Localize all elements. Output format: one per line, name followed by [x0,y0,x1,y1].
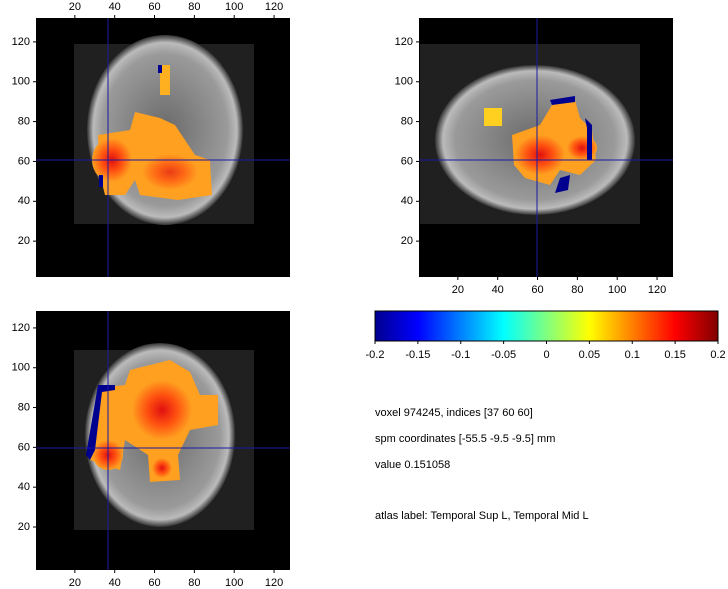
y-tick-label: 120 [12,36,30,48]
colorbar-tick-label: 0.15 [664,349,685,361]
info-voxel: voxel 974245, indices [37 60 60] [375,407,533,419]
x-tick-label: 40 [109,1,121,13]
y-tick-label: 100 [395,76,413,88]
x-tick-label: 120 [265,577,283,589]
x-tick-label: 80 [571,284,583,296]
colorbar-tick-label: -0.15 [405,349,430,361]
y-tick-label: 60 [18,155,30,167]
y-tick-label: 80 [18,116,30,128]
y-tick-label: 60 [401,155,413,167]
y-tick-label: 40 [401,195,413,207]
y-tick-label: 100 [12,362,30,374]
info-coordinates: spm coordinates [-55.5 -9.5 -9.5] mm [375,433,555,445]
info-value: value 0.151058 [375,459,450,471]
colorbar-tick-label: -0.2 [366,349,385,361]
colorbar-tick-label: -0.05 [491,349,516,361]
y-tick-label: 40 [18,481,30,493]
y-tick-label: 100 [12,76,30,88]
coronal-view [36,18,290,277]
sagittal-view [419,18,673,277]
viewer: voxel 974245, indices [37 60 60] spm coo… [0,0,728,589]
y-tick-label: 20 [18,235,30,247]
colorbar-tick-label: 0.05 [579,349,600,361]
info-atlas: atlas label: Temporal Sup L, Temporal Mi… [375,510,589,522]
x-tick-label: 60 [148,1,160,13]
colorbar [375,311,718,341]
x-tick-label: 20 [452,284,464,296]
x-tick-label: 20 [69,577,81,589]
x-tick-label: 60 [531,284,543,296]
y-tick-label: 40 [18,195,30,207]
colorbar-tick-label: -0.1 [451,349,470,361]
y-tick-label: 80 [18,401,30,413]
x-tick-label: 100 [608,284,626,296]
x-tick-label: 120 [648,284,666,296]
x-tick-label: 60 [148,577,160,589]
y-tick-label: 120 [12,322,30,334]
y-tick-label: 80 [401,116,413,128]
colorbar-tick-label: 0.2 [710,349,725,361]
x-tick-label: 40 [492,284,504,296]
y-tick-label: 120 [395,36,413,48]
y-tick-label: 20 [401,235,413,247]
y-tick-label: 60 [18,441,30,453]
x-tick-label: 100 [225,577,243,589]
x-tick-label: 80 [188,1,200,13]
axial-view [36,311,290,570]
x-tick-label: 80 [188,577,200,589]
x-tick-label: 100 [225,1,243,13]
x-tick-label: 120 [265,1,283,13]
colorbar-tick-label: 0.1 [625,349,640,361]
x-tick-label: 20 [69,1,81,13]
x-tick-label: 40 [109,577,121,589]
colorbar-tick-label: 0 [543,349,549,361]
y-tick-label: 20 [18,521,30,533]
